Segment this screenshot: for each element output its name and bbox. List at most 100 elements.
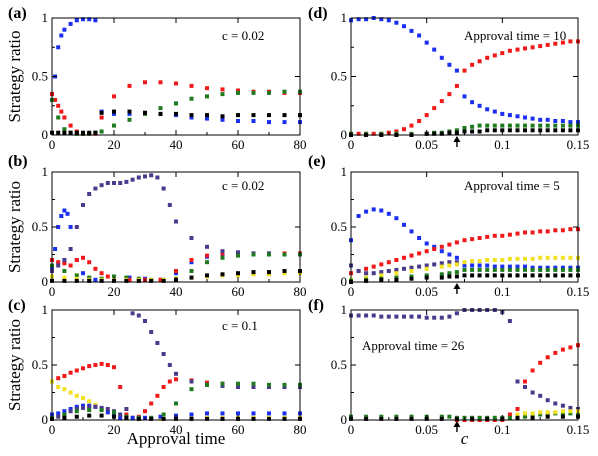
data-point-blue: [402, 222, 406, 227]
data-point-green: [485, 267, 490, 272]
data-point-purple: [424, 315, 429, 320]
data-point-red: [68, 370, 73, 375]
data-point-blue: [364, 17, 369, 22]
data-point-purple: [167, 363, 172, 367]
data-point-yellow: [530, 256, 535, 261]
data-point-green: [523, 267, 527, 272]
data-point-green: [492, 123, 497, 128]
data-point-red: [105, 363, 110, 367]
data-point-blue: [538, 265, 543, 270]
data-point-red: [205, 253, 209, 258]
data-point-purple: [87, 192, 92, 196]
data-point-yellow: [462, 260, 467, 265]
data-point-purple: [130, 177, 135, 182]
data-point-green: [477, 415, 482, 420]
data-point-blue: [379, 17, 384, 22]
data-point-purple: [99, 405, 104, 410]
data-point-blue: [462, 94, 467, 99]
data-point-green: [553, 123, 558, 128]
data-point-red: [189, 83, 194, 88]
data-point-black: [530, 128, 535, 133]
data-point-red: [507, 412, 512, 417]
data-point-yellow: [560, 409, 565, 414]
data-point-blue: [74, 18, 79, 23]
data-point-black: [99, 278, 104, 283]
panel-label: (a): [8, 5, 27, 22]
data-point-purple: [174, 219, 178, 224]
data-point-blue: [267, 120, 271, 125]
data-point-purple: [105, 407, 110, 411]
panel-label: (e): [308, 153, 326, 170]
data-point-red: [99, 271, 104, 276]
data-point-red: [205, 380, 209, 385]
panel-label: (f): [308, 297, 324, 314]
data-point-black: [220, 416, 225, 421]
data-point-black: [492, 128, 497, 133]
data-point-red: [470, 237, 475, 242]
data-point-black: [189, 113, 194, 118]
data-point-purple: [124, 179, 129, 184]
data-point-blue: [371, 207, 376, 212]
data-point-purple: [515, 379, 520, 384]
data-point-red: [81, 255, 85, 260]
data-point-blue: [492, 264, 497, 269]
data-point-black: [462, 273, 467, 278]
data-point-black: [439, 275, 444, 280]
data-point-black: [174, 111, 178, 116]
data-point-purple: [267, 385, 271, 389]
data-point-black: [515, 273, 520, 278]
data-point-blue: [545, 117, 550, 122]
data-point-green: [205, 382, 209, 387]
x-tick-label: 80: [294, 137, 307, 152]
data-point-green: [205, 260, 209, 265]
data-point-yellow: [394, 271, 399, 276]
data-point-yellow: [439, 264, 444, 269]
data-point-blue: [105, 410, 110, 415]
data-point-blue: [59, 33, 64, 38]
data-point-black: [545, 414, 550, 419]
data-point-yellow: [515, 256, 520, 261]
data-point-green: [236, 90, 240, 95]
data-point-black: [538, 273, 543, 278]
data-point-purple: [81, 405, 85, 410]
data-point-green: [553, 267, 558, 272]
data-point-green: [462, 126, 467, 130]
data-point-green: [507, 267, 512, 272]
data-point-red: [568, 39, 573, 44]
data-point-purple: [74, 407, 79, 411]
data-point-purple: [220, 249, 225, 254]
data-point-blue: [220, 411, 225, 416]
data-point-blue: [424, 40, 429, 45]
y-tick-label: 1: [42, 164, 49, 179]
data-point-green: [236, 253, 240, 258]
data-point-blue: [282, 411, 287, 416]
data-point-red: [492, 53, 497, 58]
data-point-purple: [523, 385, 527, 389]
panel-label: (d): [308, 5, 328, 22]
data-point-black: [523, 128, 527, 133]
data-point-red: [81, 366, 85, 371]
data-point-yellow: [447, 263, 452, 268]
data-point-yellow: [523, 411, 527, 416]
data-point-green: [62, 412, 67, 417]
data-point-blue: [530, 116, 535, 121]
data-point-black: [477, 129, 482, 134]
panel-label: (b): [8, 153, 28, 170]
data-point-red: [394, 129, 399, 134]
data-point-black: [485, 273, 490, 278]
data-point-black: [454, 274, 459, 279]
data-point-blue: [356, 17, 361, 22]
data-point-yellow: [545, 410, 550, 415]
y-tick-label: 1: [42, 302, 49, 317]
data-point-green: [477, 267, 482, 272]
data-point-blue: [507, 264, 512, 269]
y-tick-label: 0: [42, 412, 49, 427]
data-point-blue: [477, 263, 482, 268]
data-point-purple: [62, 258, 67, 262]
data-point-green: [409, 274, 414, 279]
data-point-blue: [379, 208, 384, 213]
data-point-blue: [236, 119, 240, 123]
data-point-purple: [439, 315, 444, 320]
data-point-purple: [553, 401, 558, 406]
data-point-black: [161, 416, 166, 421]
